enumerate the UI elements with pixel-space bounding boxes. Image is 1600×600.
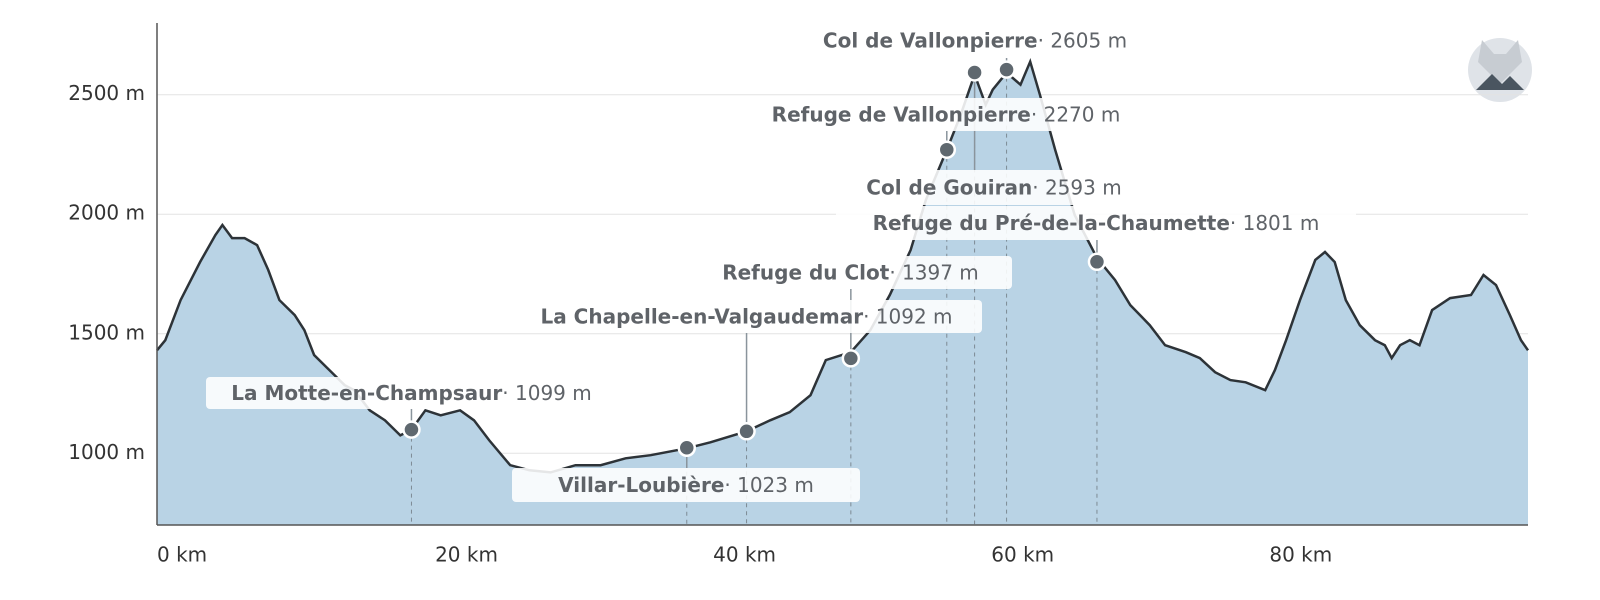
waypoint-label-box bbox=[206, 377, 617, 409]
waypoint-label: La Motte-en-Champsaur· 1099 m bbox=[231, 381, 591, 405]
waypoint-elevation: · 1397 m bbox=[889, 260, 978, 284]
waypoint-name: La Motte-en-Champsaur bbox=[231, 381, 502, 405]
waypoint-dot bbox=[997, 60, 1016, 79]
elevation-area bbox=[157, 61, 1528, 525]
logo bbox=[1468, 38, 1532, 102]
waypoint-dot bbox=[402, 420, 421, 439]
waypoint-name: Col de Vallonpierre bbox=[823, 28, 1038, 52]
waypoint-label: Col de Vallonpierre· 2605 m bbox=[823, 28, 1127, 52]
x-tick-label: 80 km bbox=[1269, 543, 1332, 567]
waypoint-label-box bbox=[735, 98, 1157, 131]
y-tick-label: 1000 m bbox=[68, 440, 145, 464]
waypoint-label-box bbox=[845, 170, 1143, 205]
waypoint-label: Col de Gouiran· 2593 m bbox=[866, 175, 1121, 199]
waypoint-elevation: · 2270 m bbox=[1031, 102, 1120, 126]
waypoint-name: Refuge du Clot bbox=[722, 260, 890, 284]
waypoint-label-box bbox=[783, 23, 1167, 58]
waypoint-elevation: · 2605 m bbox=[1038, 28, 1127, 52]
waypoint-label: Villar-Loubière· 1023 m bbox=[558, 473, 814, 497]
waypoint-label-box bbox=[512, 468, 860, 502]
waypoint-label: Refuge du Pré-de-la-Chaumette· 1801 m bbox=[873, 211, 1320, 235]
waypoint-elevation: · 1801 m bbox=[1230, 211, 1319, 235]
waypoint-name: Villar-Loubière bbox=[558, 473, 724, 497]
waypoint-label: La Chapelle-en-Valgaudemar· 1092 m bbox=[540, 304, 952, 328]
x-tick-label: 20 km bbox=[435, 543, 498, 567]
waypoint-elevation: · 2593 m bbox=[1032, 175, 1121, 199]
x-tick-label: 0 km bbox=[157, 543, 207, 567]
waypoint-dot bbox=[841, 349, 861, 368]
waypoint-dot bbox=[965, 63, 984, 82]
waypoint-elevation: · 1092 m bbox=[863, 304, 952, 328]
waypoint-dot bbox=[937, 140, 957, 159]
waypoint-name: La Chapelle-en-Valgaudemar bbox=[540, 304, 863, 328]
waypoint-dot bbox=[737, 422, 756, 441]
waypoint-dot bbox=[1087, 252, 1107, 272]
waypoint-dot bbox=[677, 438, 697, 458]
waypoint-label-box bbox=[689, 256, 1012, 289]
waypoint-label-box bbox=[511, 300, 982, 333]
waypoint-name: Refuge du Pré-de-la-Chaumette bbox=[873, 211, 1230, 235]
x-tick-label: 40 km bbox=[713, 543, 776, 567]
y-tick-label: 2500 m bbox=[68, 81, 145, 105]
waypoint-label-box bbox=[836, 206, 1356, 240]
x-tick-label: 60 km bbox=[991, 543, 1054, 567]
waypoint-label: Refuge de Vallonpierre· 2270 m bbox=[772, 102, 1121, 126]
y-tick-label: 1500 m bbox=[68, 320, 145, 344]
y-tick-label: 2000 m bbox=[68, 201, 145, 225]
waypoint-label: Refuge du Clot· 1397 m bbox=[722, 260, 979, 284]
waypoint-name: Col de Gouiran bbox=[866, 175, 1032, 199]
waypoint-name: Refuge de Vallonpierre bbox=[772, 102, 1031, 126]
waypoint-elevation: · 1023 m bbox=[724, 473, 813, 497]
waypoint-elevation: · 1099 m bbox=[502, 381, 591, 405]
